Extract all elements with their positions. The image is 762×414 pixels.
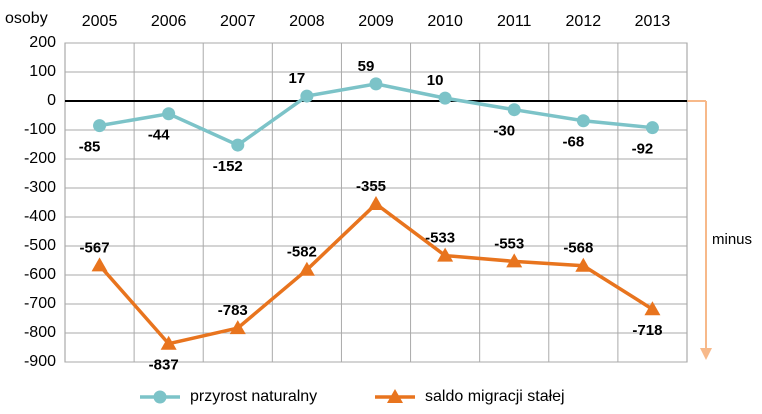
x-tick-label: 2010 (427, 13, 463, 30)
data-label: -152 (213, 158, 243, 175)
y-axis-label: osoby (5, 10, 48, 27)
data-label: -92 (632, 141, 654, 158)
point (437, 247, 454, 262)
point (644, 301, 661, 316)
data-label: -355 (356, 178, 386, 195)
y-tick-label: -800 (24, 324, 56, 341)
point (93, 119, 107, 133)
data-label: 17 (289, 70, 306, 87)
y-tick-label: -200 (24, 150, 56, 167)
data-label: -533 (425, 230, 455, 247)
data-label: -718 (632, 322, 662, 339)
data-label: -553 (494, 235, 524, 252)
data-label: -30 (493, 123, 515, 140)
y-tick-label: -700 (24, 295, 56, 312)
data-label: -582 (287, 244, 317, 261)
data-label: -567 (80, 239, 110, 256)
y-tick-label: 100 (29, 63, 56, 80)
y-tick-label: -300 (24, 179, 56, 196)
data-label: -837 (149, 357, 179, 374)
data-label: 59 (358, 58, 375, 75)
point (438, 91, 452, 105)
point (162, 107, 176, 121)
x-tick-label: 2011 (497, 13, 532, 30)
x-tick-label: 2012 (566, 13, 602, 30)
point (160, 335, 177, 350)
y-tick-label: -400 (24, 208, 56, 225)
y-tick-label: -100 (24, 121, 56, 138)
data-label: 10 (427, 72, 444, 89)
y-tick-label: -900 (24, 353, 56, 370)
point (387, 389, 403, 403)
point (91, 257, 108, 272)
data-label: -568 (563, 240, 593, 257)
x-tick-label: 2008 (289, 13, 325, 30)
point (575, 257, 592, 272)
y-tick-label: -500 (24, 237, 56, 254)
data-label: -44 (148, 127, 170, 144)
y-tick-label: 200 (29, 34, 56, 51)
x-tick-label: 2007 (220, 13, 256, 30)
point (300, 89, 314, 103)
data-label: -783 (218, 302, 248, 319)
y-tick-label: -600 (24, 266, 56, 283)
legend-label: przyrost naturalny (190, 388, 317, 405)
annotation-arrowhead (700, 348, 712, 360)
x-tick-label: 2005 (82, 13, 118, 30)
point (506, 253, 523, 268)
y-tick-label: 0 (47, 92, 56, 109)
x-tick-label: 2013 (635, 13, 671, 30)
x-tick-label: 2009 (358, 13, 394, 30)
legend-label: saldo migracji stałej (425, 388, 565, 405)
x-tick-label: 2006 (151, 13, 187, 30)
point (231, 138, 245, 152)
point (229, 320, 246, 335)
point (645, 121, 659, 135)
point (298, 261, 315, 276)
point (369, 77, 383, 91)
annotation: minus (712, 231, 752, 248)
point (368, 195, 384, 210)
data-label: -85 (79, 139, 101, 156)
data-label: -68 (562, 134, 584, 151)
point (153, 390, 167, 404)
point (507, 103, 521, 117)
point (576, 114, 590, 128)
